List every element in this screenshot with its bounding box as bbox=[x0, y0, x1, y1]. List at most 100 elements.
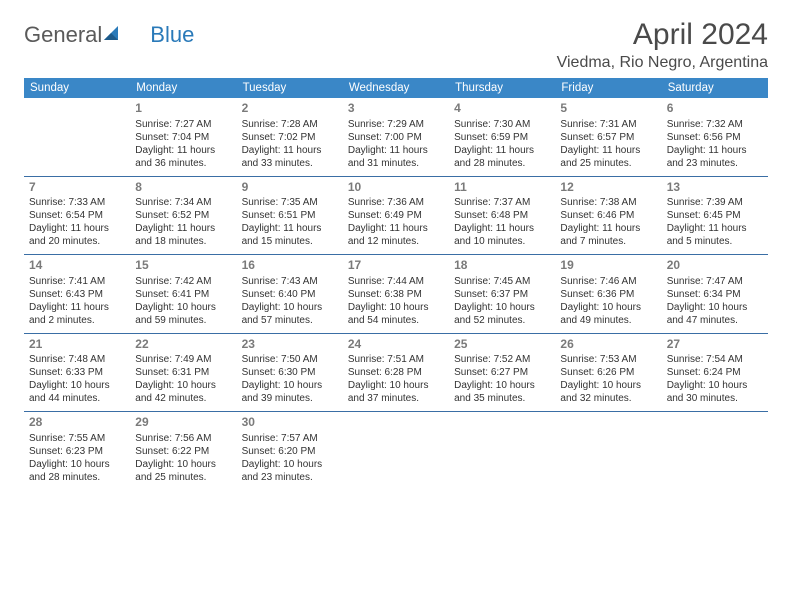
daylight-text: Daylight: 10 hours bbox=[667, 301, 763, 314]
calendar-day-cell: 14Sunrise: 7:41 AMSunset: 6:43 PMDayligh… bbox=[24, 255, 130, 334]
sunset-text: Sunset: 6:41 PM bbox=[135, 288, 231, 301]
sunrise-text: Sunrise: 7:34 AM bbox=[135, 196, 231, 209]
calendar-day-cell: 6Sunrise: 7:32 AMSunset: 6:56 PMDaylight… bbox=[662, 98, 768, 176]
calendar-day-cell: 16Sunrise: 7:43 AMSunset: 6:40 PMDayligh… bbox=[237, 255, 343, 334]
logo: General Blue bbox=[24, 18, 194, 48]
calendar-day-cell: 15Sunrise: 7:42 AMSunset: 6:41 PMDayligh… bbox=[130, 255, 236, 334]
day-number: 4 bbox=[454, 101, 550, 117]
sunrise-text: Sunrise: 7:33 AM bbox=[29, 196, 125, 209]
logo-text-1: General bbox=[24, 22, 102, 48]
calendar-empty-cell bbox=[24, 98, 130, 176]
daylight-text: Daylight: 11 hours bbox=[242, 144, 338, 157]
sunset-text: Sunset: 6:38 PM bbox=[348, 288, 444, 301]
calendar-empty-cell bbox=[555, 412, 661, 490]
daylight-text: and 39 minutes. bbox=[242, 392, 338, 405]
sunset-text: Sunset: 7:04 PM bbox=[135, 131, 231, 144]
weekday-header: Saturday bbox=[662, 78, 768, 98]
sunrise-text: Sunrise: 7:42 AM bbox=[135, 275, 231, 288]
day-number: 17 bbox=[348, 258, 444, 274]
daylight-text: and 31 minutes. bbox=[348, 157, 444, 170]
calendar-page: General Blue April 2024 Viedma, Rio Negr… bbox=[0, 0, 792, 508]
daylight-text: Daylight: 10 hours bbox=[560, 379, 656, 392]
sunset-text: Sunset: 6:28 PM bbox=[348, 366, 444, 379]
sunrise-text: Sunrise: 7:55 AM bbox=[29, 432, 125, 445]
sunrise-text: Sunrise: 7:30 AM bbox=[454, 118, 550, 131]
daylight-text: Daylight: 11 hours bbox=[667, 144, 763, 157]
sunset-text: Sunset: 6:54 PM bbox=[29, 209, 125, 222]
daylight-text: Daylight: 11 hours bbox=[135, 222, 231, 235]
calendar-empty-cell bbox=[343, 412, 449, 490]
daylight-text: Daylight: 11 hours bbox=[667, 222, 763, 235]
calendar-day-cell: 1Sunrise: 7:27 AMSunset: 7:04 PMDaylight… bbox=[130, 98, 236, 176]
daylight-text: Daylight: 10 hours bbox=[29, 458, 125, 471]
daylight-text: and 54 minutes. bbox=[348, 314, 444, 327]
day-number: 22 bbox=[135, 337, 231, 353]
daylight-text: and 25 minutes. bbox=[560, 157, 656, 170]
daylight-text: Daylight: 11 hours bbox=[560, 144, 656, 157]
sunrise-text: Sunrise: 7:51 AM bbox=[348, 353, 444, 366]
daylight-text: and 25 minutes. bbox=[135, 471, 231, 484]
daylight-text: Daylight: 10 hours bbox=[348, 379, 444, 392]
calendar-day-cell: 30Sunrise: 7:57 AMSunset: 6:20 PMDayligh… bbox=[237, 412, 343, 490]
sunrise-text: Sunrise: 7:35 AM bbox=[242, 196, 338, 209]
day-number: 25 bbox=[454, 337, 550, 353]
calendar-table: Sunday Monday Tuesday Wednesday Thursday… bbox=[24, 78, 768, 490]
sunset-text: Sunset: 6:51 PM bbox=[242, 209, 338, 222]
daylight-text: Daylight: 11 hours bbox=[348, 222, 444, 235]
day-number: 10 bbox=[348, 180, 444, 196]
day-number: 8 bbox=[135, 180, 231, 196]
calendar-day-cell: 26Sunrise: 7:53 AMSunset: 6:26 PMDayligh… bbox=[555, 333, 661, 412]
calendar-day-cell: 4Sunrise: 7:30 AMSunset: 6:59 PMDaylight… bbox=[449, 98, 555, 176]
sunset-text: Sunset: 6:48 PM bbox=[454, 209, 550, 222]
day-number: 24 bbox=[348, 337, 444, 353]
sunset-text: Sunset: 6:40 PM bbox=[242, 288, 338, 301]
logo-sail-icon bbox=[104, 22, 124, 48]
day-number: 14 bbox=[29, 258, 125, 274]
daylight-text: Daylight: 10 hours bbox=[135, 379, 231, 392]
day-number: 29 bbox=[135, 415, 231, 431]
sunset-text: Sunset: 7:00 PM bbox=[348, 131, 444, 144]
calendar-day-cell: 13Sunrise: 7:39 AMSunset: 6:45 PMDayligh… bbox=[662, 176, 768, 255]
header: General Blue April 2024 Viedma, Rio Negr… bbox=[24, 18, 768, 72]
day-number: 6 bbox=[667, 101, 763, 117]
day-number: 9 bbox=[242, 180, 338, 196]
day-number: 3 bbox=[348, 101, 444, 117]
calendar-day-cell: 18Sunrise: 7:45 AMSunset: 6:37 PMDayligh… bbox=[449, 255, 555, 334]
sunset-text: Sunset: 6:27 PM bbox=[454, 366, 550, 379]
sunrise-text: Sunrise: 7:37 AM bbox=[454, 196, 550, 209]
daylight-text: Daylight: 11 hours bbox=[454, 222, 550, 235]
calendar-day-cell: 25Sunrise: 7:52 AMSunset: 6:27 PMDayligh… bbox=[449, 333, 555, 412]
daylight-text: and 7 minutes. bbox=[560, 235, 656, 248]
sunrise-text: Sunrise: 7:38 AM bbox=[560, 196, 656, 209]
daylight-text: Daylight: 10 hours bbox=[454, 379, 550, 392]
daylight-text: Daylight: 11 hours bbox=[135, 144, 231, 157]
sunset-text: Sunset: 6:31 PM bbox=[135, 366, 231, 379]
sunrise-text: Sunrise: 7:53 AM bbox=[560, 353, 656, 366]
calendar-day-cell: 27Sunrise: 7:54 AMSunset: 6:24 PMDayligh… bbox=[662, 333, 768, 412]
day-number: 30 bbox=[242, 415, 338, 431]
daylight-text: and 35 minutes. bbox=[454, 392, 550, 405]
day-number: 1 bbox=[135, 101, 231, 117]
daylight-text: and 5 minutes. bbox=[667, 235, 763, 248]
sunset-text: Sunset: 6:26 PM bbox=[560, 366, 656, 379]
daylight-text: Daylight: 11 hours bbox=[560, 222, 656, 235]
logo-text-2: Blue bbox=[150, 22, 194, 48]
sunrise-text: Sunrise: 7:32 AM bbox=[667, 118, 763, 131]
daylight-text: and 30 minutes. bbox=[667, 392, 763, 405]
sunset-text: Sunset: 6:33 PM bbox=[29, 366, 125, 379]
daylight-text: and 32 minutes. bbox=[560, 392, 656, 405]
daylight-text: and 37 minutes. bbox=[348, 392, 444, 405]
calendar-day-cell: 5Sunrise: 7:31 AMSunset: 6:57 PMDaylight… bbox=[555, 98, 661, 176]
sunset-text: Sunset: 6:20 PM bbox=[242, 445, 338, 458]
sunrise-text: Sunrise: 7:54 AM bbox=[667, 353, 763, 366]
calendar-day-cell: 22Sunrise: 7:49 AMSunset: 6:31 PMDayligh… bbox=[130, 333, 236, 412]
day-number: 19 bbox=[560, 258, 656, 274]
weekday-header: Monday bbox=[130, 78, 236, 98]
day-number: 28 bbox=[29, 415, 125, 431]
daylight-text: Daylight: 11 hours bbox=[29, 301, 125, 314]
sunrise-text: Sunrise: 7:31 AM bbox=[560, 118, 656, 131]
sunrise-text: Sunrise: 7:52 AM bbox=[454, 353, 550, 366]
calendar-empty-cell bbox=[449, 412, 555, 490]
sunset-text: Sunset: 6:49 PM bbox=[348, 209, 444, 222]
weekday-header: Tuesday bbox=[237, 78, 343, 98]
